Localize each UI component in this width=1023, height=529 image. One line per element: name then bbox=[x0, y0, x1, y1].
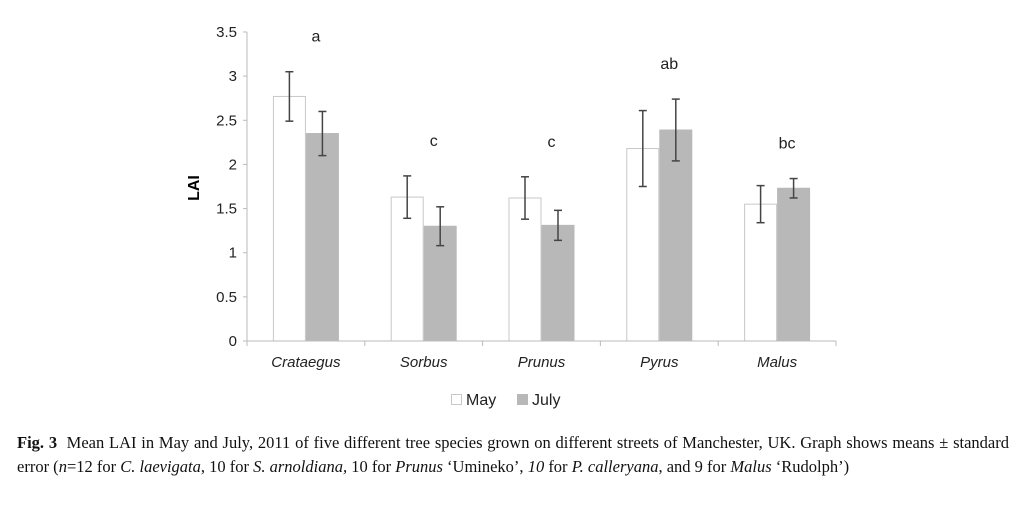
legend: May July bbox=[451, 392, 560, 409]
y-tick-label: 3 bbox=[229, 68, 237, 85]
significance-letter: c bbox=[430, 133, 438, 150]
bar-july bbox=[541, 224, 575, 342]
bar-may bbox=[744, 203, 778, 342]
bar-july bbox=[305, 133, 339, 342]
caption-n: n bbox=[58, 457, 67, 476]
y-tick-label: 2 bbox=[229, 156, 237, 173]
bar-july bbox=[777, 187, 811, 342]
significance-letter: ab bbox=[660, 56, 678, 73]
legend-label-may: May bbox=[466, 392, 496, 409]
caption-label: Fig. 3 bbox=[17, 433, 58, 452]
bar-may bbox=[390, 196, 424, 342]
caption-text: for bbox=[544, 457, 572, 476]
caption-text: , and 9 for bbox=[658, 457, 731, 476]
category-label: Prunus bbox=[518, 354, 566, 371]
caption-species: C. laevigata bbox=[120, 457, 201, 476]
y-tick-label: 0.5 bbox=[216, 289, 237, 306]
legend-swatch-may bbox=[451, 394, 462, 405]
y-tick-label: 2.5 bbox=[216, 112, 237, 129]
bar-july bbox=[659, 129, 693, 342]
y-tick-label: 0 bbox=[229, 333, 237, 350]
figure-caption: Fig. 3 Mean LAI in May and July, 2011 of… bbox=[17, 431, 1009, 479]
y-axis-label: LAI bbox=[186, 175, 203, 201]
legend-label-july: July bbox=[532, 392, 560, 409]
bars: a c c ab bc bbox=[272, 29, 811, 342]
y-tick-label: 1 bbox=[229, 245, 237, 262]
caption-text: ‘Umineko’, bbox=[442, 457, 528, 476]
caption-species: P. calleryana bbox=[571, 457, 659, 476]
y-tick-label: 3.5 bbox=[216, 24, 237, 41]
caption-species: Prunus bbox=[395, 457, 443, 476]
y-tick-label: 1.5 bbox=[216, 201, 237, 218]
category-label: Pyrus bbox=[640, 354, 679, 371]
caption-text: ‘Rudolph’) bbox=[771, 457, 850, 476]
legend-swatch-july bbox=[517, 394, 528, 405]
caption-text: =12 for bbox=[66, 457, 121, 476]
significance-letter: c bbox=[548, 134, 556, 151]
category-label: Malus bbox=[757, 354, 798, 371]
caption-count: 10 bbox=[527, 457, 545, 476]
category-label: Crataegus bbox=[271, 354, 341, 371]
x-axis: Crataegus Sorbus Prunus Pyrus Malus bbox=[246, 340, 837, 371]
caption-text: , 10 for bbox=[200, 457, 254, 476]
bar-may bbox=[272, 95, 306, 342]
caption-species: S. arnoldiana, bbox=[253, 457, 348, 476]
significance-letter: bc bbox=[779, 136, 796, 153]
significance-letter: a bbox=[311, 29, 320, 46]
caption-text: 10 for bbox=[347, 457, 396, 476]
category-label: Sorbus bbox=[400, 354, 448, 371]
caption-text: Mean LAI in May and July, 2011 of five d… bbox=[17, 433, 1009, 476]
bar-chart: 0 0.5 1 1.5 2 2.5 3 3.5 a c c ab bc Crataegus Sorbus… bbox=[186, 24, 837, 409]
caption-species: Malus bbox=[730, 457, 772, 476]
y-axis: 0 0.5 1 1.5 2 2.5 3 3.5 bbox=[216, 24, 248, 350]
